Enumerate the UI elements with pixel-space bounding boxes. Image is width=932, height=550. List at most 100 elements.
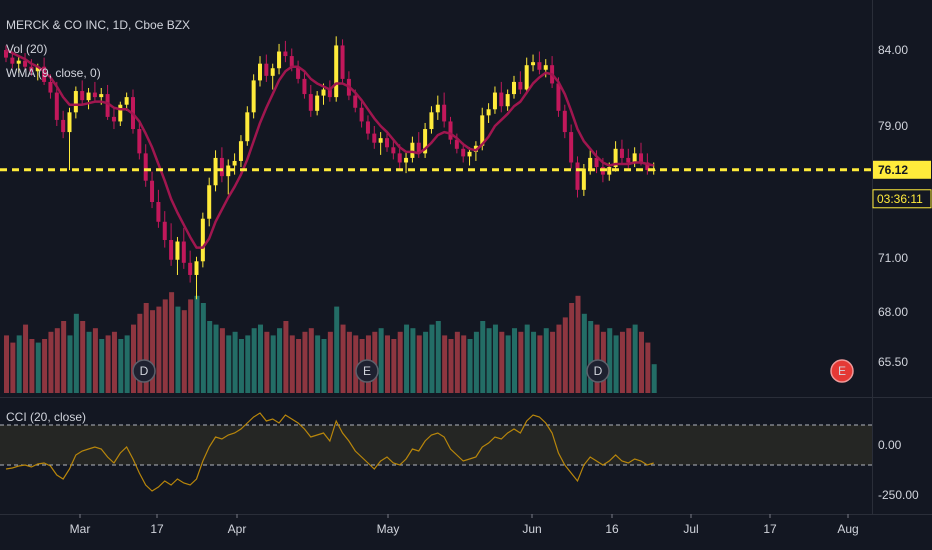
candle — [639, 153, 643, 163]
candle — [613, 148, 618, 168]
candle — [251, 80, 256, 113]
volume-bar — [4, 335, 9, 393]
volume-bar — [467, 339, 473, 393]
candle — [277, 51, 282, 69]
candle — [118, 104, 123, 122]
candle — [80, 91, 85, 101]
wma-legend[interactable]: WMA (9, close, 0) — [6, 66, 101, 80]
volume-bar — [429, 324, 435, 393]
candle — [467, 151, 472, 157]
earnings-event-badge[interactable]: E — [355, 359, 379, 383]
candle — [556, 83, 561, 111]
volume-bar — [308, 328, 314, 393]
volume-bar — [632, 324, 638, 393]
volume-bar — [73, 313, 79, 393]
volume-bar — [473, 331, 479, 393]
volume-bar — [550, 331, 556, 393]
candle — [238, 141, 243, 161]
candle — [435, 104, 440, 113]
volume-bar — [537, 335, 543, 393]
candle — [137, 129, 142, 154]
volume-bar — [492, 324, 498, 393]
time-tick-label: Mar — [70, 522, 91, 536]
event-badge-label: D — [140, 364, 149, 378]
volume-bar — [219, 328, 225, 393]
volume-bar — [264, 331, 270, 393]
volume-bar — [67, 335, 73, 393]
time-tick-label: 16 — [605, 522, 619, 536]
cci-band — [0, 425, 872, 465]
volume-bar — [118, 339, 124, 393]
candle — [143, 153, 148, 181]
volume-bar — [188, 299, 194, 393]
candle — [512, 81, 516, 95]
dividend-event-badge[interactable]: D — [586, 359, 610, 383]
volume-bar — [645, 342, 651, 393]
volume-bar — [448, 339, 454, 393]
candle — [359, 107, 364, 122]
candle — [150, 180, 155, 202]
candle — [410, 142, 415, 158]
candle — [270, 68, 275, 76]
candle — [175, 241, 180, 260]
volume-bar — [562, 317, 568, 393]
volume-bar — [651, 364, 657, 393]
volume-bar — [105, 335, 111, 393]
earnings-event-badge[interactable]: E — [830, 359, 854, 383]
volume-bar — [245, 335, 251, 393]
candle — [531, 62, 536, 66]
cci-legend[interactable]: CCI (20, close) — [6, 410, 87, 424]
time-tick-label: May — [377, 522, 400, 536]
price-tick-label: 71.00 — [878, 251, 908, 265]
volume-bar — [175, 306, 181, 393]
candle — [524, 65, 529, 90]
volume-bar — [524, 324, 530, 393]
volume-bar — [404, 324, 410, 393]
volume-bar — [232, 331, 238, 393]
volume-bar — [607, 328, 613, 393]
candle — [42, 66, 47, 82]
price-tick-label: 68.00 — [878, 305, 908, 319]
candle — [454, 139, 459, 149]
candle — [219, 157, 224, 177]
volume-bar — [16, 335, 22, 393]
candle — [391, 147, 396, 154]
candle — [581, 168, 586, 190]
volume-bar — [226, 335, 232, 393]
candle — [442, 104, 447, 122]
candle — [181, 241, 186, 263]
volume-bar — [531, 331, 537, 393]
candle — [378, 138, 383, 143]
volume-bar — [315, 335, 321, 393]
candle — [505, 94, 510, 107]
volume-bar — [283, 321, 289, 393]
volume-bar — [10, 342, 16, 393]
candle — [48, 81, 53, 93]
time-tick-label: Apr — [228, 522, 247, 536]
volume-bar — [385, 335, 390, 393]
volume-bar — [594, 324, 600, 393]
candle — [575, 162, 580, 190]
volume-bar — [378, 328, 384, 393]
volume-bar — [340, 324, 346, 393]
volume-bar — [200, 303, 206, 393]
volume-bar — [302, 331, 308, 393]
volume-bar — [48, 331, 54, 393]
candle — [258, 63, 262, 81]
candle — [35, 66, 40, 72]
volume-bar — [581, 313, 587, 393]
candle — [385, 138, 389, 148]
volume-bar — [499, 331, 505, 393]
candle — [327, 89, 332, 98]
price-tick-label: 79.00 — [878, 119, 908, 133]
volume-bar — [435, 321, 441, 393]
volume-bar — [137, 313, 143, 393]
vol-legend[interactable]: Vol (20) — [6, 42, 48, 56]
volume-bar — [143, 303, 149, 393]
candle — [156, 202, 161, 222]
candle — [486, 109, 491, 116]
volume-bar — [80, 321, 86, 393]
volume-bar — [461, 335, 467, 393]
dividend-event-badge[interactable]: D — [132, 359, 156, 383]
